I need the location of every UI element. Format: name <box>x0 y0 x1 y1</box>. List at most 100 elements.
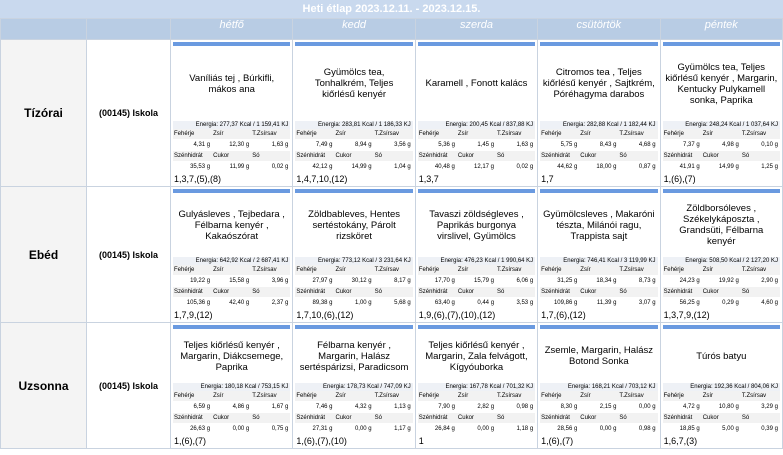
nutrient-label: Szénhidrát <box>662 287 702 297</box>
nutrient-value: 0,98 g <box>516 404 534 410</box>
nutrient-label: Fehérje <box>540 265 580 275</box>
nutrient-value: 12,30 g <box>229 142 250 148</box>
cell-bar <box>173 325 291 329</box>
school-name: (00145) Iskola <box>86 322 171 449</box>
nutrient-value: 7,37 g <box>683 142 700 148</box>
nutrient-value: 7,46 g <box>315 404 333 410</box>
nutrient-value: 3,96 g <box>271 278 289 284</box>
cell-bar <box>662 189 780 193</box>
nutrient-label: T.Zsírsav <box>251 265 291 275</box>
nutrient-value: 19,92 g <box>718 278 739 284</box>
nutrient-label: Fehérje <box>173 391 213 401</box>
nutrient-value: 2,15 g <box>599 404 617 410</box>
nutrient-label: Zsír <box>334 391 374 401</box>
nutrient-label: Zsír <box>212 265 252 275</box>
nutrient-label: Cukor <box>579 151 619 161</box>
nutrient-value: 3,07 g <box>638 300 656 306</box>
nutrient-label: Zsír <box>579 265 619 275</box>
energy: Energia: 476,23 Kcal / 1 990,64 KJ <box>417 257 536 265</box>
blank-header <box>86 18 171 40</box>
nutrient-grid: Fehérje Zsír T.Zsírsav 7,46 g 4,32 g 1,13 g <box>295 391 413 413</box>
nutrient-value: 31,25 g <box>557 278 578 284</box>
nutrient-grid: Fehérje Zsír T.Zsírsav 7,90 g 2,82 g 0,98 g <box>417 391 536 413</box>
cell-content: Gyümölcsleves , Makaróni tészta, Milánói… <box>538 187 659 322</box>
energy: Energia: 282,88 Kcal / 1 182,44 KJ <box>540 121 658 129</box>
nutrient-label: Zsír <box>212 391 252 401</box>
nutrient-grid: Szénhidrát Cukor Só 56,25 g 0,29 g 4,60 g <box>662 287 780 309</box>
nutrient-label: T.Zsírsav <box>740 129 780 139</box>
menu-text: Gyümölcsleves , Makaróni tészta, Milánói… <box>543 208 655 242</box>
nutrient-grid: Fehérje Zsír T.Zsírsav 5,75 g 8,43 g 4,68 g <box>540 129 658 151</box>
nutrient-value: 109,86 g <box>553 300 578 306</box>
nutrient-label: Só <box>251 287 291 297</box>
day-cell: Gyümölcs tea, Tonhalkrém, Teljes kiőrlés… <box>292 39 416 187</box>
cell-bar <box>540 42 658 46</box>
menu-text: Citromos tea , Teljes kiőrlésű kenyér , … <box>542 67 655 100</box>
nutrient-value: 63,40 g <box>434 300 455 306</box>
school-name: (00145) Iskola <box>86 39 171 187</box>
nutrient-value: 7,90 g <box>438 404 455 410</box>
header-row: hétfő kedd szerda csütörtök péntek <box>0 18 783 40</box>
nutrient-value: 3,56 g <box>394 142 411 148</box>
nutrient-label: Fehérje <box>662 265 702 275</box>
nutrient-grid: Szénhidrát Cukor Só 41,91 g 14,99 g 1,25 g <box>662 151 780 173</box>
energy: Energia: 642,92 Kcal / 2 687,41 KJ <box>173 257 291 265</box>
cell-bar <box>417 189 536 193</box>
nutrient-value: 0,75 g <box>271 426 289 432</box>
nutrient-label: Só <box>618 151 658 161</box>
nutrient-value: 8,73 g <box>638 278 656 284</box>
meal-row: Ebéd (00145) Iskola Gulyásleves , Tejbedar… <box>0 186 783 323</box>
nutrient-grid: Szénhidrát Cukor Só 27,31 g 0,00 g 1,17 g <box>295 413 413 435</box>
nutrient-label: Cukor <box>212 151 252 161</box>
meal-name: Tízórai <box>0 39 87 187</box>
day-header: csütörtök <box>537 18 661 40</box>
nutrient-value: 15,79 g <box>474 278 495 284</box>
nutrient-value: 26,84 g <box>434 426 455 432</box>
nutrient-label: Szénhidrát <box>662 151 702 161</box>
cell-content: Zöldbableves, Hentes sertéstokány, Párol… <box>293 187 414 322</box>
allergens: 1,(6),(7) <box>174 436 207 446</box>
cell-bar <box>173 42 291 46</box>
energy: Energia: 178,73 Kcal / 747,09 KJ <box>295 383 413 391</box>
nutrient-label: Fehérje <box>417 129 457 139</box>
nutrient-value: 3,29 g <box>761 404 778 410</box>
nutrient-value: 0,44 g <box>477 300 495 306</box>
blank-header <box>0 18 87 40</box>
menu-text: Gyümölcs tea, Tonhalkrém, Teljes kiőrlés… <box>314 67 394 100</box>
nutrient-value: 41,91 g <box>679 164 700 170</box>
nutrient-value: 0,00 g <box>599 426 617 432</box>
nutrient-grid: Szénhidrát Cukor Só 40,48 g 12,17 g 0,02 g <box>417 151 536 173</box>
nutrient-value: 26,63 g <box>190 426 211 432</box>
allergens: 1,7,10,(6),(12) <box>296 310 354 320</box>
nutrient-label: T.Zsírsav <box>496 265 536 275</box>
nutrient-value: 2,90 g <box>761 278 778 284</box>
nutrient-label: Cukor <box>456 287 497 297</box>
cell-bar <box>295 42 413 46</box>
nutrient-label: T.Zsírsav <box>740 265 780 275</box>
nutrient-value: 105,36 g <box>186 300 211 306</box>
nutrient-value: 1,18 g <box>516 426 534 432</box>
nutrient-label: Cukor <box>456 151 497 161</box>
nutrient-value: 40,48 g <box>434 164 455 170</box>
nutrient-value: 2,37 g <box>271 300 289 306</box>
nutrient-value: 19,22 g <box>190 278 211 284</box>
cell-content: Karamell , Fonott kalács Energia: 200,45 … <box>416 40 537 186</box>
nutrient-value: 30,12 g <box>351 278 372 284</box>
nutrient-label: Zsír <box>701 265 741 275</box>
energy: Energia: 773,12 Kcal / 3 231,64 KJ <box>295 257 413 265</box>
nutrient-value: 1,63 g <box>516 142 534 148</box>
day-cell: Teljes kiőrlésű kenyér , Margarin, Zala … <box>414 322 539 449</box>
nutrient-label: Cukor <box>701 413 741 423</box>
allergens: 1,7 <box>541 174 554 184</box>
nutrient-grid: Szénhidrát Cukor Só 63,40 g 0,44 g 3,53 g <box>417 287 536 309</box>
meal-row: Tízórai (00145) Iskola Vaníliás tej , Búrk… <box>0 39 783 187</box>
menu-text: Karamell , Fonott kalács <box>425 78 528 89</box>
nutrient-label: Só <box>251 151 291 161</box>
nutrient-value: 4,31 g <box>193 142 211 148</box>
nutrient-grid: Fehérje Zsír T.Zsírsav 4,31 g 12,30 g 1,63 g <box>173 129 291 151</box>
nutrient-value: 4,98 g <box>722 142 739 148</box>
nutrient-value: 18,00 g <box>596 164 617 170</box>
nutrient-label: Szénhidrát <box>417 287 457 297</box>
energy: Energia: 168,21 Kcal / 703,12 KJ <box>540 383 658 391</box>
nutrient-label: Szénhidrát <box>540 413 580 423</box>
